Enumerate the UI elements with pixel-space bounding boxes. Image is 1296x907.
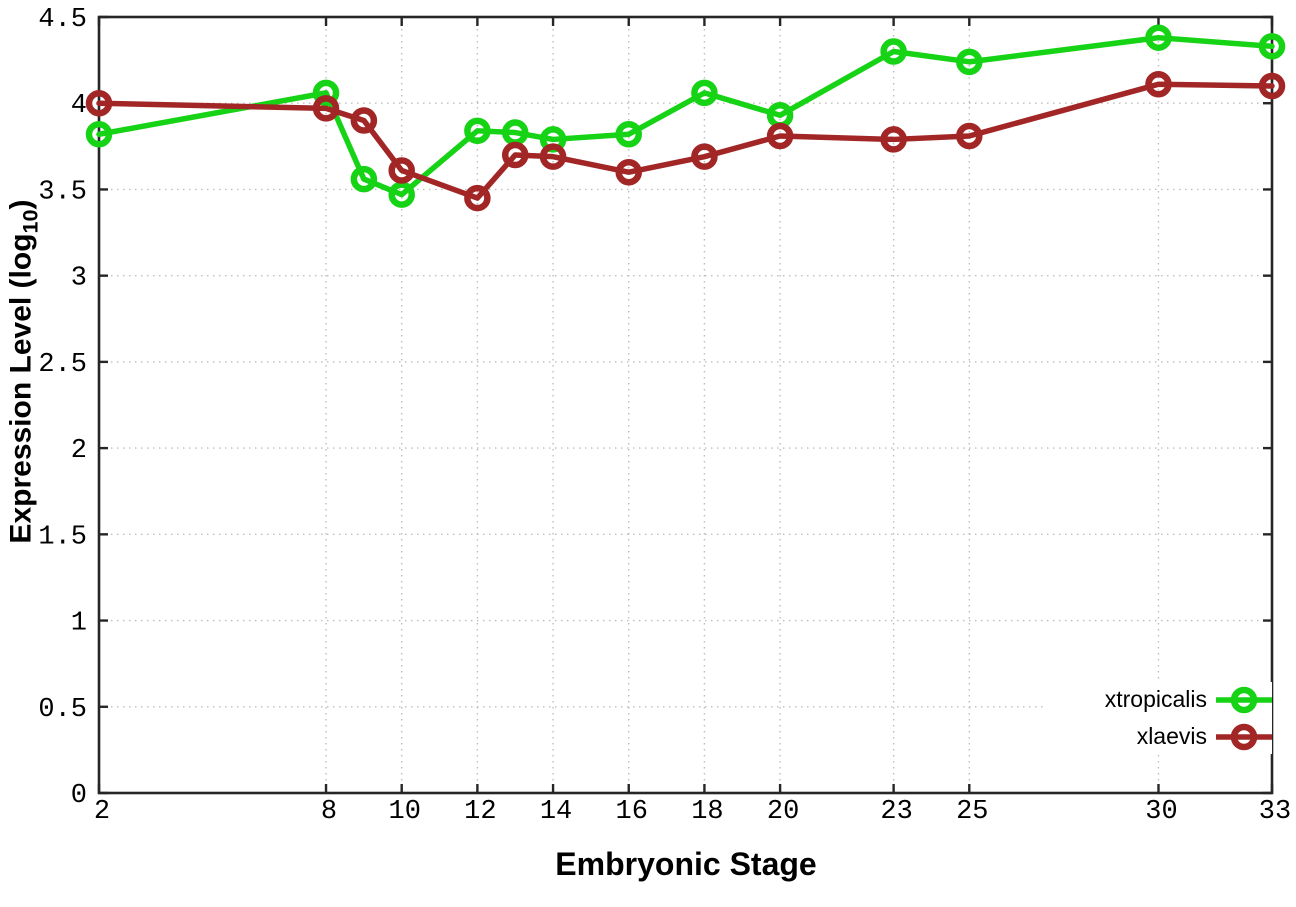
y-axis-title-text: Expression Level (log	[4, 233, 38, 544]
y-tick-label: 1.5	[38, 522, 87, 552]
data-point-xtropicalis	[312, 79, 340, 107]
y-tick-label: 2.5	[38, 350, 87, 380]
x-tick-label: 8	[321, 797, 337, 827]
legend-item-xlaevis: xlaevis	[1105, 719, 1272, 754]
y-tick-label: 2	[71, 436, 87, 466]
data-point-xtropicalis	[388, 181, 415, 208]
data-point-xlaevis	[615, 158, 642, 186]
data-point-xlaevis	[312, 95, 340, 122]
legend-label: xlaevis	[1136, 723, 1207, 749]
y-tick-label: 1	[71, 609, 87, 639]
y-tick-label: 0.5	[38, 695, 87, 725]
data-point-xlaevis	[464, 184, 491, 212]
x-tick-label: 30	[1145, 797, 1177, 827]
data-point-xtropicalis	[615, 121, 642, 148]
data-point-xtropicalis	[350, 165, 378, 193]
data-point-xlaevis	[388, 157, 415, 184]
x-tick-label: 18	[691, 797, 723, 827]
x-tick-label: 23	[880, 797, 912, 827]
line-circle-marker-icon	[1216, 686, 1272, 713]
x-tick-label: 10	[389, 797, 421, 827]
data-point-xlaevis	[956, 122, 983, 150]
data-point-xlaevis	[501, 141, 529, 169]
legend: xtropicalis xlaevis	[1044, 682, 1272, 754]
x-tick-label: 25	[956, 797, 988, 827]
data-point-xtropicalis	[1258, 33, 1286, 60]
y-tick-label: 3	[71, 264, 87, 294]
legend-item-xtropicalis: xtropicalis	[1105, 682, 1272, 717]
data-point-xtropicalis	[85, 121, 113, 148]
y-axis-title: Expression Level (log10)	[5, 142, 44, 602]
y-tick-label: 0	[71, 781, 87, 811]
data-point-xtropicalis	[880, 38, 907, 65]
y-tick-label: 3.5	[38, 177, 87, 207]
data-point-xlaevis	[1258, 72, 1286, 100]
x-tick-label: 33	[1259, 797, 1291, 827]
data-point-xlaevis	[880, 126, 907, 153]
data-point-xlaevis	[350, 107, 378, 134]
x-tick-label: 14	[540, 797, 572, 827]
x-tick-label: 2	[94, 797, 110, 827]
data-point-xtropicalis	[1145, 24, 1172, 51]
x-tick-label: 12	[464, 797, 496, 827]
plot-border	[97, 15, 1274, 795]
data-point-xlaevis	[691, 143, 718, 170]
data-point-xtropicalis	[956, 48, 983, 76]
data-point-xtropicalis	[691, 79, 718, 107]
x-tick-label: 20	[767, 797, 799, 827]
data-point-xlaevis	[766, 122, 794, 150]
series-line-xtropicalis	[96, 34, 1275, 198]
data-point-xtropicalis	[464, 117, 491, 145]
data-point-xlaevis	[539, 143, 567, 170]
legend-label: xtropicalis	[1104, 686, 1207, 712]
y-axis-title-close: )	[4, 199, 38, 210]
data-point-xlaevis	[85, 89, 113, 117]
x-tick-label: 16	[616, 797, 648, 827]
y-axis-title-subscript: 10	[17, 209, 43, 234]
y-tick-label: 4.5	[38, 5, 87, 35]
y-tick-label: 4	[71, 91, 87, 121]
line-circle-marker-icon	[1216, 723, 1272, 750]
data-point-xlaevis	[1145, 71, 1172, 98]
x-axis-title: Embryonic Stage	[555, 846, 817, 882]
